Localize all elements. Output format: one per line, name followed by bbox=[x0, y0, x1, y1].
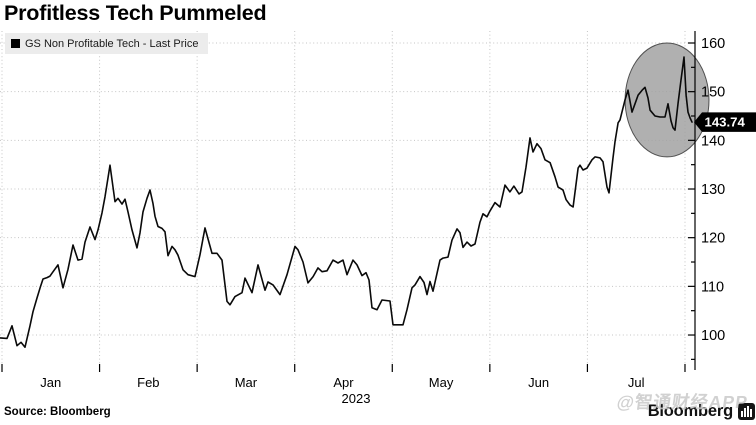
price-line bbox=[0, 56, 693, 349]
y-axis-label: 100 bbox=[701, 328, 725, 344]
x-axis-label: Jan bbox=[40, 375, 61, 390]
bloomberg-wordmark: Bloomberg bbox=[647, 402, 733, 420]
legend: GS Non Profitable Tech - Last Price bbox=[5, 33, 209, 54]
last-price-marker bbox=[694, 112, 756, 132]
page-title: Profitless Tech Pummeled bbox=[4, 1, 267, 25]
y-axis-label: 120 bbox=[701, 231, 725, 247]
bloomberg-logo-icon bbox=[738, 403, 755, 420]
y-axis-label: 110 bbox=[701, 279, 724, 295]
bloomberg-branding: Bloomberg bbox=[648, 402, 755, 421]
y-axis-label: 140 bbox=[701, 133, 725, 149]
x-axis-label: Jul bbox=[628, 375, 645, 390]
x-axis-label: May bbox=[429, 375, 454, 390]
legend-swatch-icon bbox=[11, 39, 20, 48]
source-label: Source: Bloomberg bbox=[4, 406, 111, 418]
highlight-circle bbox=[624, 42, 710, 158]
x-axis-year-label: 2023 bbox=[342, 391, 371, 406]
y-axis-label: 150 bbox=[701, 85, 725, 101]
y-axis-label: 130 bbox=[701, 182, 725, 198]
legend-label: GS Non Profitable Tech - Last Price bbox=[25, 37, 199, 50]
x-axis-label: Apr bbox=[333, 375, 354, 390]
x-axis-label: Jun bbox=[528, 375, 549, 390]
y-axis-label: 160 bbox=[701, 36, 725, 52]
x-axis-label: Mar bbox=[235, 375, 258, 390]
x-axis-label: Feb bbox=[137, 375, 159, 390]
last-price-label: 143.74 bbox=[705, 115, 746, 130]
